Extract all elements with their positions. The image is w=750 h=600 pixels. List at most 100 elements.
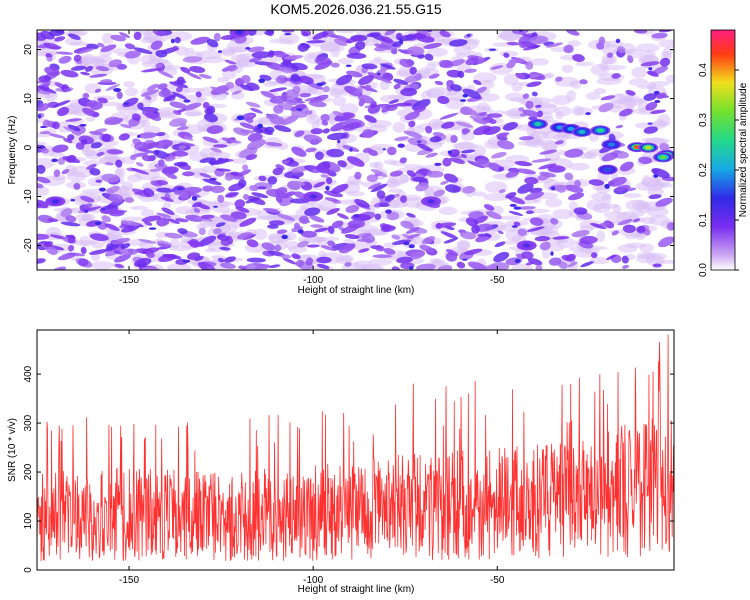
noise-blob xyxy=(108,209,125,217)
noise-blob xyxy=(131,113,141,121)
noise-blob xyxy=(648,194,662,199)
noise-blob xyxy=(281,30,295,33)
noise-core xyxy=(462,94,469,98)
noise-blob xyxy=(205,248,216,253)
noise-blob xyxy=(477,233,487,237)
noise-blob xyxy=(192,170,203,179)
noise-blob xyxy=(450,84,462,92)
noise-blob xyxy=(326,148,345,158)
noise-blob xyxy=(338,199,358,205)
noise-blob xyxy=(230,140,242,144)
noise-blob xyxy=(429,136,442,143)
noise-blob xyxy=(441,121,455,129)
noise-blob xyxy=(246,239,259,248)
noise-core xyxy=(509,203,517,207)
noise-blob xyxy=(524,191,544,201)
noise-blob xyxy=(364,84,372,92)
noise-blob xyxy=(539,171,557,178)
noise-blob xyxy=(659,142,670,152)
noise-blob xyxy=(446,92,468,101)
noise-blob xyxy=(285,241,300,250)
noise-blob xyxy=(507,195,526,205)
noise-blob xyxy=(184,111,204,117)
noise-blob xyxy=(478,111,488,117)
noise-blob xyxy=(457,70,465,79)
noise-blob xyxy=(417,143,433,152)
colorbar-tick-label: 0.3 xyxy=(698,113,709,127)
noise-blob xyxy=(272,167,284,176)
top-x-axis-label: Height of straight line (km) xyxy=(298,285,415,296)
noise-blob xyxy=(253,228,268,240)
noise-blob xyxy=(464,68,477,73)
noise-blob xyxy=(473,125,491,136)
noise-blob xyxy=(599,222,610,226)
noise-blob xyxy=(400,220,414,229)
noise-blob xyxy=(514,161,533,167)
noise-blob xyxy=(237,169,251,177)
noise-blob xyxy=(110,34,127,42)
noise-blob xyxy=(617,218,633,226)
noise-blob xyxy=(505,192,517,199)
noise-blob xyxy=(378,202,390,208)
noise-blob xyxy=(456,261,466,269)
spectral-peak xyxy=(427,199,435,204)
noise-blob xyxy=(62,156,81,164)
noise-core xyxy=(281,234,288,240)
noise-core xyxy=(40,125,47,129)
noise-blob xyxy=(37,185,49,197)
noise-blob xyxy=(195,91,202,98)
noise-blob xyxy=(190,36,210,45)
noise-blob xyxy=(627,55,634,64)
noise-blob xyxy=(598,36,606,45)
noise-core xyxy=(182,259,191,263)
noise-blob xyxy=(366,174,379,183)
y-tick-label: 0 xyxy=(23,144,34,150)
noise-blob xyxy=(283,54,304,60)
x-tick-label: -150 xyxy=(119,275,139,286)
noise-blob xyxy=(304,110,313,115)
noise-blob xyxy=(67,124,81,132)
noise-blob xyxy=(380,94,406,104)
noise-blob xyxy=(234,199,246,209)
noise-blob xyxy=(37,258,46,264)
noise-blob xyxy=(465,217,478,227)
noise-blob xyxy=(393,83,401,90)
noise-blob xyxy=(425,125,433,134)
noise-blob xyxy=(484,233,492,238)
noise-blob xyxy=(82,107,97,117)
noise-blob xyxy=(502,109,524,117)
noise-blob xyxy=(407,233,421,239)
noise-blob xyxy=(225,81,235,89)
noise-blob xyxy=(539,149,558,155)
noise-blob xyxy=(264,126,275,134)
noise-blob xyxy=(568,201,578,211)
noise-blob xyxy=(322,128,330,134)
noise-blob xyxy=(545,42,564,48)
spectrogram-frame xyxy=(36,29,675,271)
top-y-axis-label: Frequency (Hz) xyxy=(7,116,18,185)
noise-blob xyxy=(298,75,314,85)
noise-blob xyxy=(323,85,330,93)
noise-blob xyxy=(383,248,396,255)
noise-blob xyxy=(423,42,443,49)
noise-blob xyxy=(301,32,309,37)
noise-blob xyxy=(621,264,630,269)
noise-blob xyxy=(481,79,495,89)
noise-core xyxy=(124,102,129,105)
noise-blob xyxy=(105,84,120,91)
noise-blob xyxy=(246,257,266,263)
noise-blob xyxy=(335,30,357,34)
noise-blob xyxy=(522,93,530,99)
noise-blob xyxy=(344,243,356,251)
noise-core xyxy=(337,139,341,144)
noise-blob xyxy=(391,234,401,240)
noise-blob xyxy=(525,61,534,70)
noise-blob xyxy=(579,79,588,85)
noise-blob xyxy=(251,51,272,59)
noise-blob xyxy=(84,65,94,72)
noise-blob xyxy=(506,41,520,46)
noise-blob xyxy=(245,154,258,161)
noise-blob xyxy=(314,227,329,233)
